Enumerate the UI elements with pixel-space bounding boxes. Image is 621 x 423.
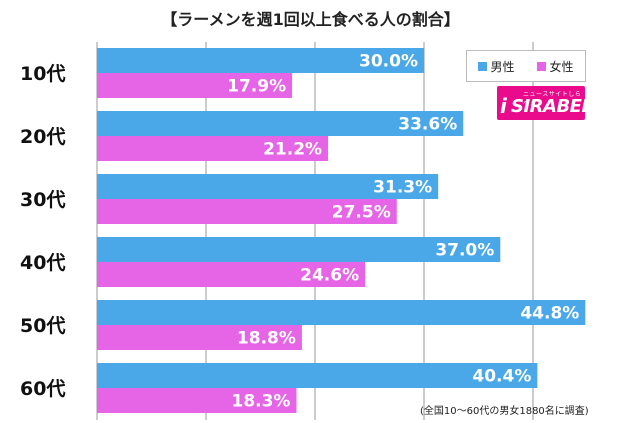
category-labels: 10代 20代 30代 40代 50代 60代 <box>20 63 65 400</box>
data-label: 21.2% <box>263 140 322 160</box>
legend-item-female: 女性 <box>537 58 574 75</box>
sirabee-logo: i ニュースサイトしらべぇ SIRABEE <box>497 86 594 120</box>
bar-male <box>97 174 439 199</box>
bar-female <box>97 73 293 98</box>
bar-male <box>97 300 586 325</box>
bar-male <box>97 237 501 262</box>
legend-item-male: 男性 <box>478 58 515 75</box>
data-label: 37.0% <box>435 241 494 261</box>
bar-female <box>97 325 302 350</box>
legend-swatch-female <box>537 61 547 71</box>
category-label: 40代 <box>20 252 65 274</box>
category-label: 50代 <box>20 315 65 337</box>
data-label: 24.6% <box>300 266 359 286</box>
bar-female <box>97 262 366 287</box>
bar-male <box>97 48 424 73</box>
legend-label-female: 女性 <box>549 59 574 74</box>
data-label: 33.6% <box>398 115 457 135</box>
data-label: 18.3% <box>231 392 290 412</box>
gridlines <box>96 42 534 420</box>
bar-female <box>97 136 329 161</box>
bar-male <box>97 363 538 388</box>
data-label: 18.8% <box>237 329 296 349</box>
bar-male <box>97 111 464 136</box>
data-label: 30.0% <box>359 52 418 72</box>
data-label: 40.4% <box>472 367 531 387</box>
data-label: 31.3% <box>373 178 432 198</box>
category-label: 20代 <box>20 126 65 148</box>
bar-female <box>97 199 397 224</box>
bars <box>97 48 586 413</box>
category-label: 60代 <box>20 378 65 400</box>
data-label: 17.9% <box>227 77 286 97</box>
logo-text: SIRABEE <box>511 96 594 117</box>
logo-mark-icon: i <box>500 94 507 118</box>
legend-swatch-male <box>478 61 488 71</box>
chart-title: 【ラーメンを週1回以上食べる人の割合】 <box>161 10 460 29</box>
bar-female <box>97 388 297 413</box>
category-label: 10代 <box>20 63 65 85</box>
legend: 男性 女性 <box>466 50 586 82</box>
data-label: 27.5% <box>332 203 391 223</box>
value-labels: 30.0% 17.9% 33.6% 21.2% 31.3% 27.5% 37.0% 24.6%… <box>227 52 579 412</box>
category-label: 30代 <box>20 189 65 211</box>
data-label: 44.8% <box>520 304 579 324</box>
footnote: (全国10～60代の男女1880名に調査) <box>420 406 589 417</box>
legend-label-male: 男性 <box>490 59 515 74</box>
logo-subtext: ニュースサイトしらべぇ <box>523 91 582 107</box>
